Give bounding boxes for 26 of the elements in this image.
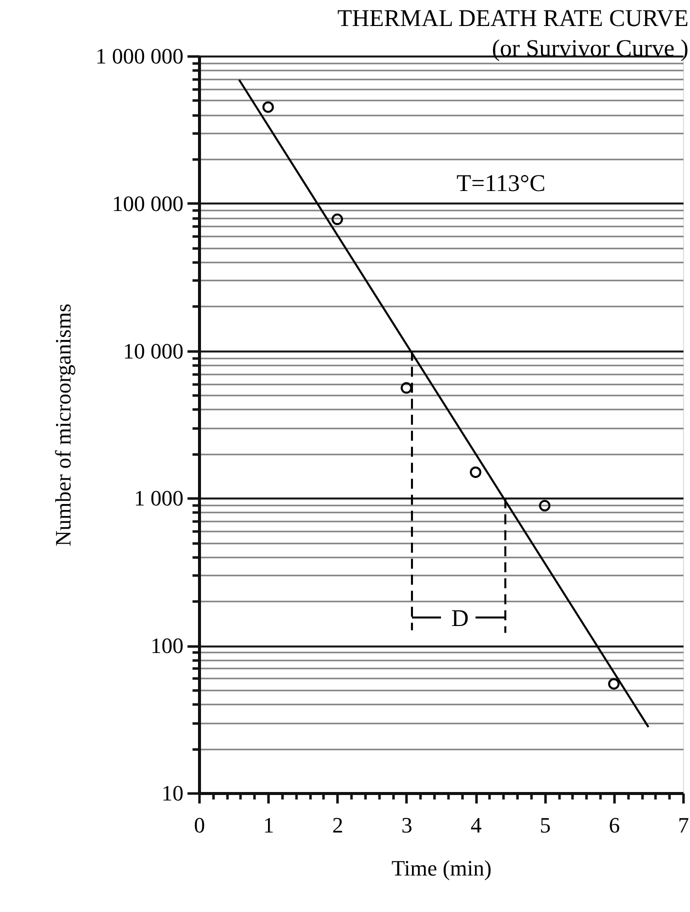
point <box>262 101 274 113</box>
x-tick-label: 6 <box>608 812 620 838</box>
x-tick-label: 3 <box>401 812 412 838</box>
x-tick-label: 2 <box>332 812 344 838</box>
point <box>538 500 550 512</box>
chart-title: THERMAL DEATH RATE CURVE <box>337 6 688 32</box>
annotation: D <box>451 606 469 632</box>
point <box>400 382 412 394</box>
y-tick-label: 10 <box>162 780 184 806</box>
point <box>470 466 482 478</box>
x-tick-label: 0 <box>194 812 205 838</box>
chart-subtitle: (or Survivor Curve ) <box>492 36 688 62</box>
y-axis-title: Number of microorganisms <box>50 304 76 546</box>
y-tick-label: 1 000 000 <box>96 44 184 68</box>
point <box>332 214 344 226</box>
x-tick-label: 5 <box>540 812 551 838</box>
x-axis-title: Time (min) <box>391 856 492 880</box>
y-tick-label: 100 <box>150 633 184 658</box>
annotation: T=113°C <box>456 171 546 197</box>
x-tick-label: 7 <box>678 812 689 838</box>
x-tick-label: 1 <box>263 812 274 838</box>
y-tick-label: 10 000 <box>123 338 184 364</box>
point <box>608 678 620 690</box>
y-tick-label: 100 000 <box>112 190 184 216</box>
y-tick-label: 1 000 <box>134 486 184 511</box>
x-tick-label: 4 <box>470 812 482 838</box>
